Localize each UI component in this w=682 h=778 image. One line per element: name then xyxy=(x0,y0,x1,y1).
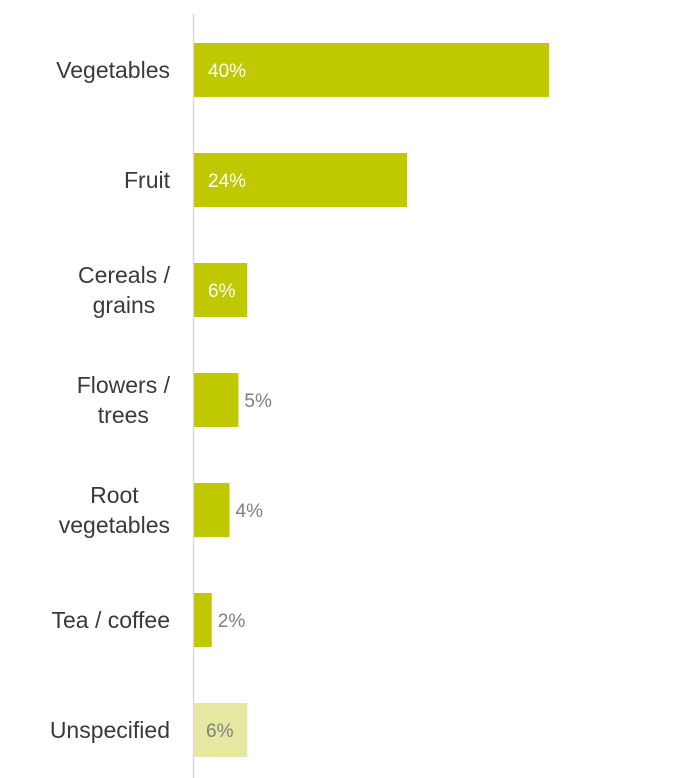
value-labels-group: 40% 24% 6% 5% 4% 2% 6% xyxy=(206,61,272,742)
category-label: Flowers / trees xyxy=(77,372,171,428)
category-label-line: trees xyxy=(98,402,149,428)
value-label: 24% xyxy=(208,171,246,192)
bar-5 xyxy=(194,593,212,647)
category-label-line: Root xyxy=(90,482,139,508)
value-label: 40% xyxy=(208,61,246,82)
category-label-line: Flowers / xyxy=(77,372,171,398)
category-label: Tea / coffee xyxy=(52,607,171,633)
value-label: 2% xyxy=(218,611,246,632)
value-label: 6% xyxy=(208,281,236,302)
category-label: Unspecified xyxy=(50,717,170,743)
value-label: 5% xyxy=(244,391,272,412)
category-label: Fruit xyxy=(124,167,171,193)
bars-group xyxy=(194,43,550,757)
bar-2 xyxy=(194,263,248,317)
bar-3 xyxy=(194,373,239,427)
bar-6 xyxy=(194,703,248,757)
bar-0 xyxy=(194,43,550,97)
category-label-line: Fruit xyxy=(124,167,171,193)
value-label: 6% xyxy=(206,721,234,742)
category-labels-group: Vegetables Fruit Cereals / grains Flowers / t… xyxy=(50,57,171,743)
category-label-line: grains xyxy=(93,292,156,318)
category-label-line: vegetables xyxy=(59,512,170,538)
bar-4 xyxy=(194,483,230,537)
category-label: Cereals / grains xyxy=(78,262,171,318)
value-label: 4% xyxy=(236,501,264,522)
category-label-line: Vegetables xyxy=(56,57,170,83)
category-label-line: Tea / coffee xyxy=(52,607,171,633)
category-label-line: Cereals / xyxy=(78,262,171,288)
bar-1 xyxy=(194,153,408,207)
category-label: Vegetables xyxy=(56,57,170,83)
category-label-line: Unspecified xyxy=(50,717,170,743)
category-label: Root vegetables xyxy=(59,482,170,538)
